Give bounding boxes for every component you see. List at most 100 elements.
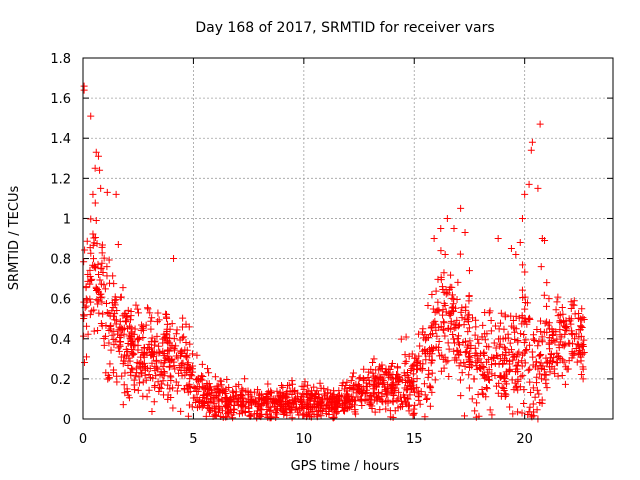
data-point xyxy=(567,298,575,306)
data-point xyxy=(108,307,116,315)
data-point xyxy=(423,396,431,404)
data-point xyxy=(381,387,389,395)
data-point xyxy=(299,403,307,411)
data-point xyxy=(534,342,542,350)
data-point xyxy=(409,410,417,418)
data-point xyxy=(529,331,537,339)
data-point xyxy=(222,390,230,398)
data-point xyxy=(330,387,338,395)
data-point xyxy=(529,400,537,408)
data-point xyxy=(543,384,551,392)
data-point xyxy=(117,332,125,340)
data-point xyxy=(181,346,189,354)
data-point xyxy=(410,361,418,369)
data-point xyxy=(535,352,543,360)
data-point xyxy=(134,336,142,344)
data-point xyxy=(124,325,132,333)
data-point xyxy=(124,362,132,370)
data-point xyxy=(103,263,111,271)
data-point xyxy=(182,353,190,361)
data-point xyxy=(168,320,176,328)
data-point xyxy=(543,318,551,326)
data-point xyxy=(338,382,346,390)
data-point xyxy=(429,305,437,313)
data-point xyxy=(415,352,423,360)
data-point xyxy=(81,358,89,366)
data-point xyxy=(89,230,97,238)
data-point xyxy=(168,356,176,364)
data-point xyxy=(453,346,461,354)
data-point xyxy=(351,408,359,416)
data-point xyxy=(145,371,153,379)
data-point xyxy=(437,224,445,232)
data-point xyxy=(437,367,445,375)
data-point xyxy=(506,339,514,347)
data-point xyxy=(114,344,122,352)
data-point xyxy=(461,315,469,323)
data-point xyxy=(524,366,532,374)
data-point xyxy=(259,400,267,408)
data-point xyxy=(314,406,322,414)
data-point xyxy=(266,414,274,422)
data-point xyxy=(537,317,545,325)
data-point xyxy=(134,386,142,394)
data-point xyxy=(198,360,206,368)
data-point xyxy=(139,378,147,386)
data-point xyxy=(389,414,397,422)
data-point xyxy=(254,386,262,394)
data-point xyxy=(516,239,524,247)
data-point xyxy=(239,386,247,394)
data-point xyxy=(80,311,88,319)
data-point xyxy=(109,303,117,311)
data-point xyxy=(124,391,132,399)
data-point xyxy=(334,400,342,408)
data-point xyxy=(91,262,99,270)
data-point xyxy=(541,237,549,245)
data-point xyxy=(457,392,465,400)
data-point xyxy=(278,381,286,389)
data-point xyxy=(424,301,432,309)
data-point xyxy=(450,335,458,343)
data-point xyxy=(501,372,509,380)
data-point xyxy=(465,384,473,392)
data-point xyxy=(441,332,449,340)
data-point xyxy=(568,350,576,358)
data-point xyxy=(142,376,150,384)
data-point xyxy=(86,311,94,319)
data-point xyxy=(575,314,583,322)
data-point xyxy=(121,369,129,377)
data-point xyxy=(80,312,88,320)
data-point xyxy=(212,412,220,420)
data-point xyxy=(265,403,273,411)
data-point xyxy=(474,335,482,343)
y-tick-label: 1 xyxy=(63,212,71,227)
data-point xyxy=(288,403,296,411)
data-point xyxy=(515,314,523,322)
data-point xyxy=(435,338,443,346)
data-point xyxy=(540,291,548,299)
data-points xyxy=(80,82,588,423)
data-point xyxy=(421,391,429,399)
data-point xyxy=(577,370,585,378)
data-point xyxy=(451,354,459,362)
data-point xyxy=(164,381,172,389)
data-point xyxy=(465,311,473,319)
data-point xyxy=(186,363,194,371)
data-point xyxy=(522,347,530,355)
data-point xyxy=(134,309,142,317)
data-point xyxy=(481,309,489,317)
data-point xyxy=(413,375,421,383)
data-point xyxy=(203,390,211,398)
data-point xyxy=(430,235,438,242)
data-point xyxy=(537,359,545,367)
data-point xyxy=(480,364,488,372)
data-point xyxy=(389,398,397,406)
data-point xyxy=(405,407,413,415)
data-point xyxy=(393,375,401,383)
data-point xyxy=(427,383,435,391)
data-point xyxy=(375,388,383,396)
data-point xyxy=(119,360,127,368)
data-point xyxy=(340,407,348,415)
data-point xyxy=(148,407,156,415)
data-point xyxy=(195,398,203,406)
